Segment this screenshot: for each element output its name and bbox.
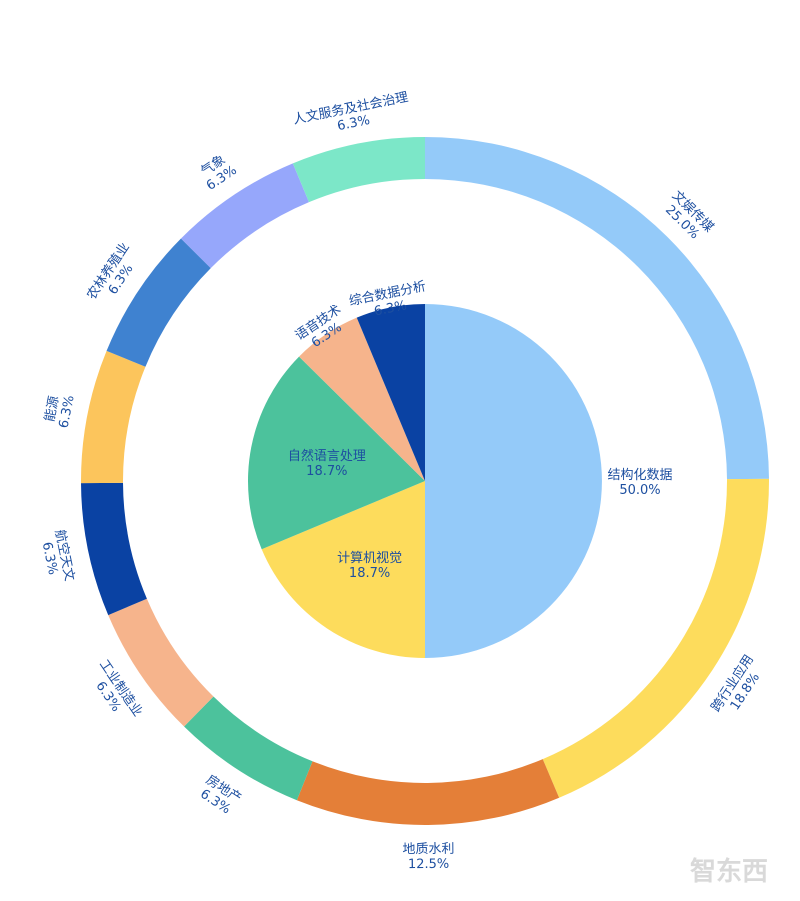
slice-label: 工业制造业6.3% — [83, 657, 144, 728]
slice-label-name: 地质水利 — [402, 842, 454, 857]
outer-ring — [81, 137, 769, 825]
inner-slice — [425, 304, 602, 658]
slice-label: 自然语言处理 18.7% — [288, 448, 366, 479]
slice-label: 地质水利 12.5% — [402, 842, 454, 872]
slice-label-percent: 6.3% — [336, 113, 371, 134]
slice-label-name: 结构化数据 — [607, 468, 672, 483]
slice-label: 气象6.3% — [195, 150, 240, 194]
slice-label-percent: 12.5% — [408, 857, 449, 872]
inner-ring — [248, 304, 602, 658]
slice-label-percent: 6.3% — [373, 298, 408, 319]
outer-slice — [542, 478, 769, 798]
slice-label-percent: 18.7% — [349, 566, 390, 581]
slice-label: 结构化数据 50.0% — [607, 468, 672, 498]
inner-slice — [248, 356, 425, 550]
slice-label-name: 能源 — [43, 395, 63, 423]
slice-label-name: 计算机视觉 — [337, 551, 402, 566]
outer-slice — [81, 350, 146, 484]
outer-slice — [81, 482, 147, 616]
outer-slice — [180, 163, 309, 269]
slice-label-percent: 6.3% — [39, 541, 60, 576]
slice-label-name: 自然语言处理 — [288, 448, 366, 464]
slice-label: 能源6.3% — [42, 391, 78, 429]
outer-slice — [425, 137, 769, 480]
outer-slice — [296, 759, 560, 825]
outer-slice — [292, 137, 425, 203]
outer-slice — [106, 238, 211, 367]
watermark: 智东西 — [690, 856, 768, 887]
slice-label: 航空天文6.3% — [37, 528, 78, 585]
outer-slice — [108, 598, 214, 727]
inner-slice — [299, 317, 425, 481]
slice-label-percent: 18.7% — [306, 464, 347, 479]
inner-slice — [356, 304, 425, 481]
outer-slice — [184, 696, 313, 801]
inner-slice — [261, 481, 425, 658]
slice-label: 房地产6.3% — [195, 772, 245, 819]
slice-label-percent: 6.3% — [57, 394, 78, 429]
slice-label: 计算机视觉 18.7% — [337, 551, 402, 581]
slice-label-percent: 50.0% — [619, 483, 660, 498]
slice-label: 人文服务及社会治理6.3% — [292, 89, 413, 142]
